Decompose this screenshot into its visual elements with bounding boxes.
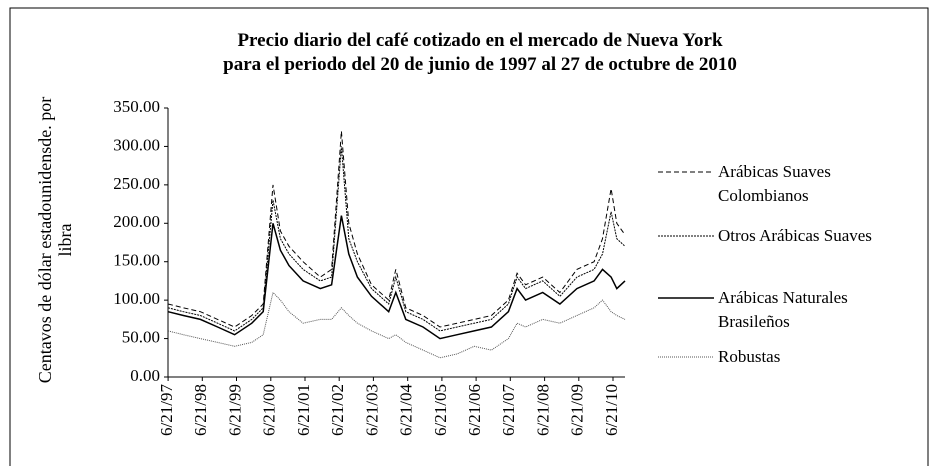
series-line <box>167 291 626 359</box>
y-tick-label: 0.00 <box>130 366 160 385</box>
chart-title: para el periodo del 20 de junio de 1997 … <box>223 54 737 75</box>
y-tick-label: 300.00 <box>113 135 160 154</box>
x-tick-label: 6/21/04 <box>397 384 416 436</box>
x-tick-label: 6/21/99 <box>225 384 244 436</box>
y-tick-label: 150.00 <box>113 251 160 270</box>
x-tick-label: 6/21/03 <box>362 384 381 436</box>
x-tick-label: 6/21/01 <box>294 384 313 436</box>
x-tick-label: 6/21/09 <box>568 384 587 436</box>
chart-title: Precio diario del café cotizado en el me… <box>237 30 723 51</box>
legend-label: Otros Arábicas Suaves <box>718 226 872 245</box>
legend-label: Robustas <box>718 347 781 366</box>
y-axis-label: Centavos de dólar estadounidensde. por l… <box>35 96 75 384</box>
y-tick-label: 350.00 <box>113 97 160 116</box>
x-tick-label: 6/21/05 <box>431 384 450 436</box>
x-tick-label: 6/21/00 <box>260 384 279 436</box>
x-tick-label: 6/21/97 <box>157 384 176 436</box>
x-tick-label: 6/21/06 <box>465 384 484 436</box>
y-tick-label: 100.00 <box>113 289 160 308</box>
y-tick-label: 50.00 <box>122 327 160 346</box>
series-line <box>167 131 626 328</box>
x-tick-label: 6/21/07 <box>499 384 518 436</box>
legend-label: Arábicas Naturales Brasileños <box>718 288 848 331</box>
y-tick-label: 250.00 <box>113 174 160 193</box>
y-tick-label: 200.00 <box>113 212 160 231</box>
x-tick-label: 6/21/02 <box>328 384 347 436</box>
legend-label: Arábicas Suaves Colombianos <box>718 162 831 205</box>
series-line <box>167 215 626 340</box>
x-tick-label: 6/21/08 <box>534 384 553 436</box>
series-line <box>167 146 626 332</box>
x-tick-label: 6/21/98 <box>191 384 210 436</box>
chart-border <box>9 7 929 466</box>
x-tick-label: 6/21/10 <box>602 384 621 436</box>
